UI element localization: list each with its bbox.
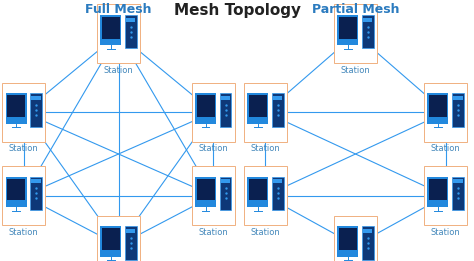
Bar: [249, 179, 267, 200]
FancyBboxPatch shape: [334, 4, 377, 63]
Bar: [429, 95, 447, 117]
Bar: [195, 93, 216, 123]
Bar: [273, 180, 283, 183]
Bar: [100, 15, 121, 45]
Bar: [31, 96, 41, 100]
Text: Partial Mesh: Partial Mesh: [312, 3, 399, 16]
Bar: [428, 177, 448, 207]
Bar: [102, 17, 120, 39]
Bar: [221, 96, 230, 100]
Bar: [337, 226, 358, 257]
FancyBboxPatch shape: [191, 166, 235, 225]
Text: Mesh Topology: Mesh Topology: [173, 3, 301, 17]
Bar: [453, 96, 463, 100]
Bar: [428, 93, 448, 123]
Bar: [7, 95, 25, 117]
Bar: [247, 93, 268, 123]
Text: Station: Station: [9, 228, 38, 236]
FancyBboxPatch shape: [244, 83, 287, 142]
Text: Full Mesh: Full Mesh: [85, 3, 152, 16]
Bar: [363, 229, 373, 233]
Bar: [197, 179, 215, 200]
FancyBboxPatch shape: [191, 83, 235, 142]
FancyBboxPatch shape: [244, 166, 287, 225]
Bar: [126, 18, 136, 22]
Text: Station: Station: [431, 228, 460, 236]
Text: Station: Station: [431, 144, 460, 153]
Bar: [272, 177, 283, 210]
Bar: [125, 15, 137, 48]
Bar: [30, 93, 42, 127]
Text: Station: Station: [9, 144, 38, 153]
Bar: [30, 177, 42, 210]
Bar: [195, 177, 216, 207]
Bar: [221, 180, 230, 183]
Text: Station: Station: [104, 66, 133, 75]
Bar: [249, 95, 267, 117]
FancyBboxPatch shape: [2, 83, 46, 142]
Bar: [273, 96, 283, 100]
Text: Station: Station: [199, 144, 228, 153]
Bar: [6, 93, 27, 123]
FancyBboxPatch shape: [2, 166, 46, 225]
Bar: [100, 226, 121, 257]
Bar: [220, 93, 231, 127]
FancyBboxPatch shape: [97, 216, 140, 261]
Text: Station: Station: [341, 66, 370, 75]
Bar: [339, 228, 357, 250]
Bar: [102, 228, 120, 250]
Text: Station: Station: [251, 144, 280, 153]
Bar: [31, 180, 41, 183]
Bar: [453, 180, 463, 183]
Bar: [429, 179, 447, 200]
Text: Station: Station: [251, 228, 280, 236]
FancyBboxPatch shape: [334, 216, 377, 261]
Bar: [362, 15, 374, 48]
Bar: [363, 18, 373, 22]
Bar: [126, 229, 136, 233]
FancyBboxPatch shape: [97, 4, 140, 63]
Bar: [452, 177, 464, 210]
Bar: [362, 226, 374, 260]
Bar: [220, 177, 231, 210]
Bar: [247, 177, 268, 207]
FancyBboxPatch shape: [424, 83, 467, 142]
Bar: [339, 17, 357, 39]
FancyBboxPatch shape: [424, 166, 467, 225]
Bar: [272, 93, 283, 127]
Bar: [197, 95, 215, 117]
Bar: [125, 226, 137, 260]
Bar: [337, 15, 358, 45]
Text: Station: Station: [199, 228, 228, 236]
Bar: [6, 177, 27, 207]
Bar: [7, 179, 25, 200]
Bar: [452, 93, 464, 127]
